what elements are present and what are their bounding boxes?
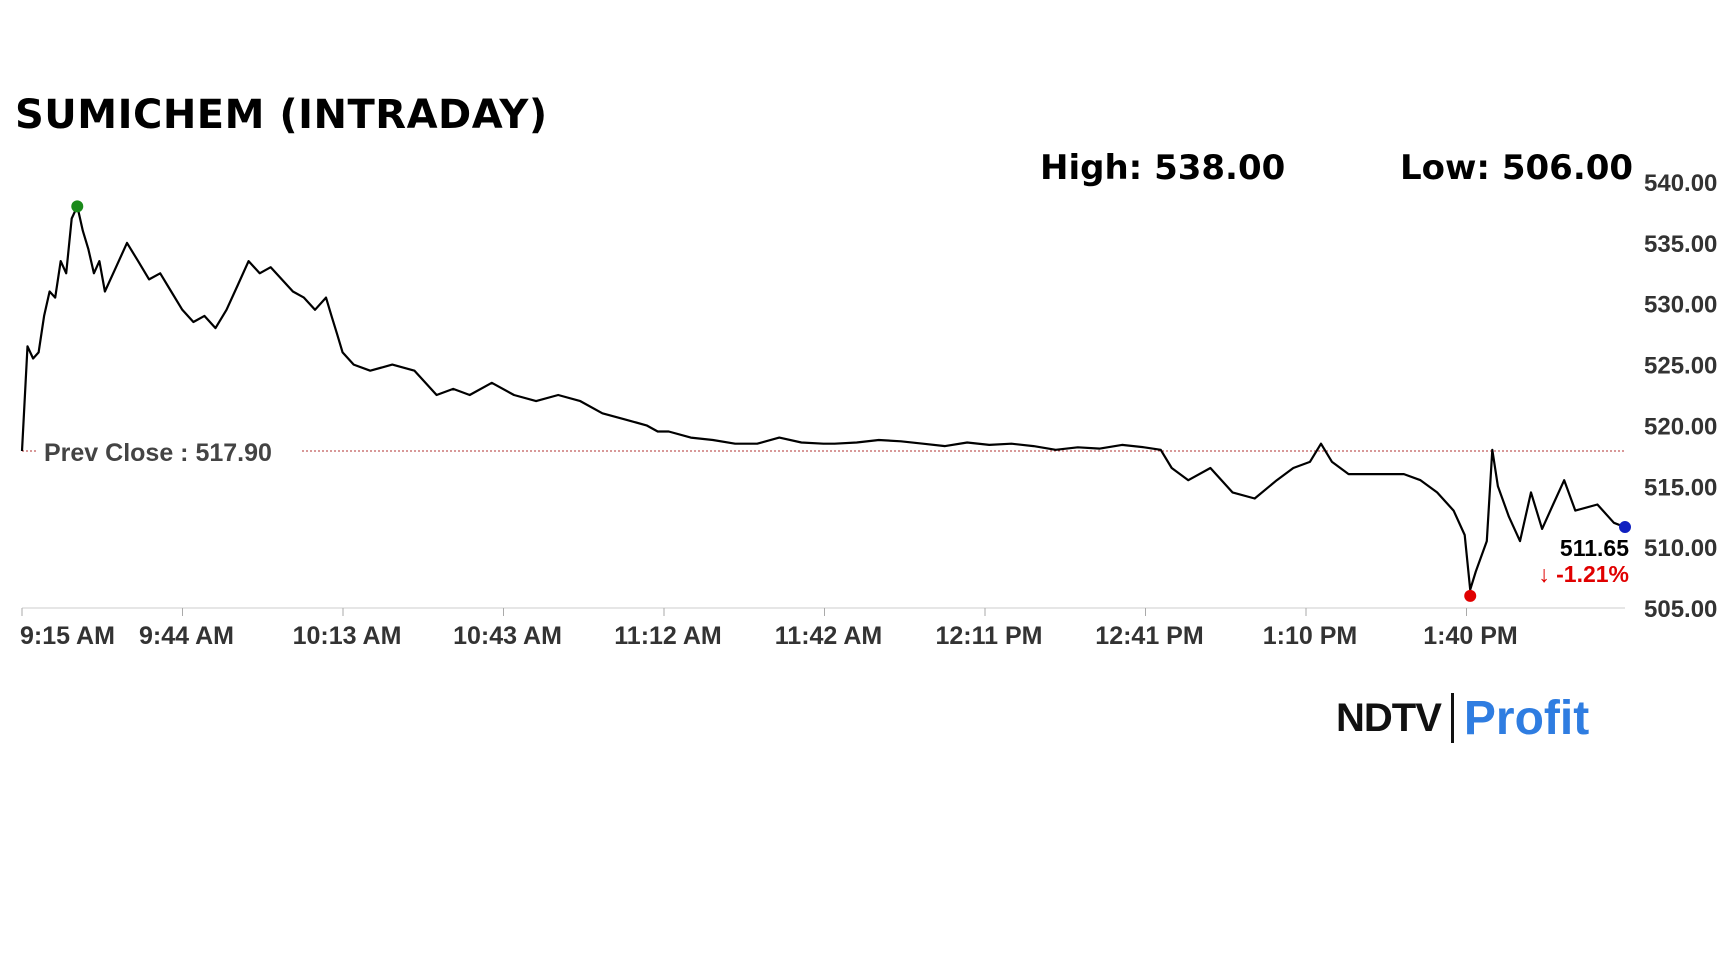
x-tick-label: 11:42 AM	[775, 622, 882, 650]
chart-title: SUMICHEM (INTRADAY)	[15, 92, 548, 138]
y-tick-label: 520.00	[1644, 413, 1717, 440]
x-tick-label: 11:12 AM	[614, 622, 721, 650]
y-tick-label: 540.00	[1644, 170, 1717, 197]
x-tick-label: 10:13 AM	[293, 622, 402, 650]
prev-close-label: Prev Close : 517.90	[44, 439, 272, 467]
last-price-label: 511.65	[1560, 535, 1629, 561]
x-tick-label: 12:11 PM	[935, 622, 1042, 650]
y-tick-label: 515.00	[1644, 474, 1717, 501]
prev-close-label-bg	[38, 430, 300, 469]
day-high-label: High: 538.00	[1040, 148, 1286, 188]
ndtv-logo-text: NDTV	[1336, 695, 1442, 740]
y-tick-label: 510.00	[1644, 535, 1717, 562]
y-tick-label: 535.00	[1644, 231, 1717, 258]
y-tick-label: 505.00	[1644, 596, 1717, 623]
x-tick-label: 1:40 PM	[1423, 622, 1517, 650]
y-tick-label: 530.00	[1644, 292, 1717, 319]
logo-divider	[1450, 693, 1454, 743]
last-price-marker	[1619, 521, 1631, 534]
profit-logo-text: Profit	[1463, 691, 1590, 745]
x-tick-label: 10:43 AM	[453, 622, 562, 650]
low-marker	[1464, 589, 1477, 602]
price-line	[20, 205, 1626, 591]
y-tick-label: 525.00	[1644, 353, 1717, 380]
change-percent-label: ↓ -1.21%	[1538, 561, 1629, 587]
ndtv-profit-logo: NDTV Profit	[1336, 690, 1589, 746]
high-marker	[71, 200, 84, 213]
x-tick-label: 9:15 AM	[20, 622, 115, 650]
x-tick-label: 1:10 PM	[1263, 622, 1357, 650]
x-tick-label: 9:44 AM	[139, 622, 234, 650]
x-tick-label: 12:41 PM	[1095, 622, 1203, 650]
day-low-label: Low: 506.00	[1400, 148, 1634, 188]
